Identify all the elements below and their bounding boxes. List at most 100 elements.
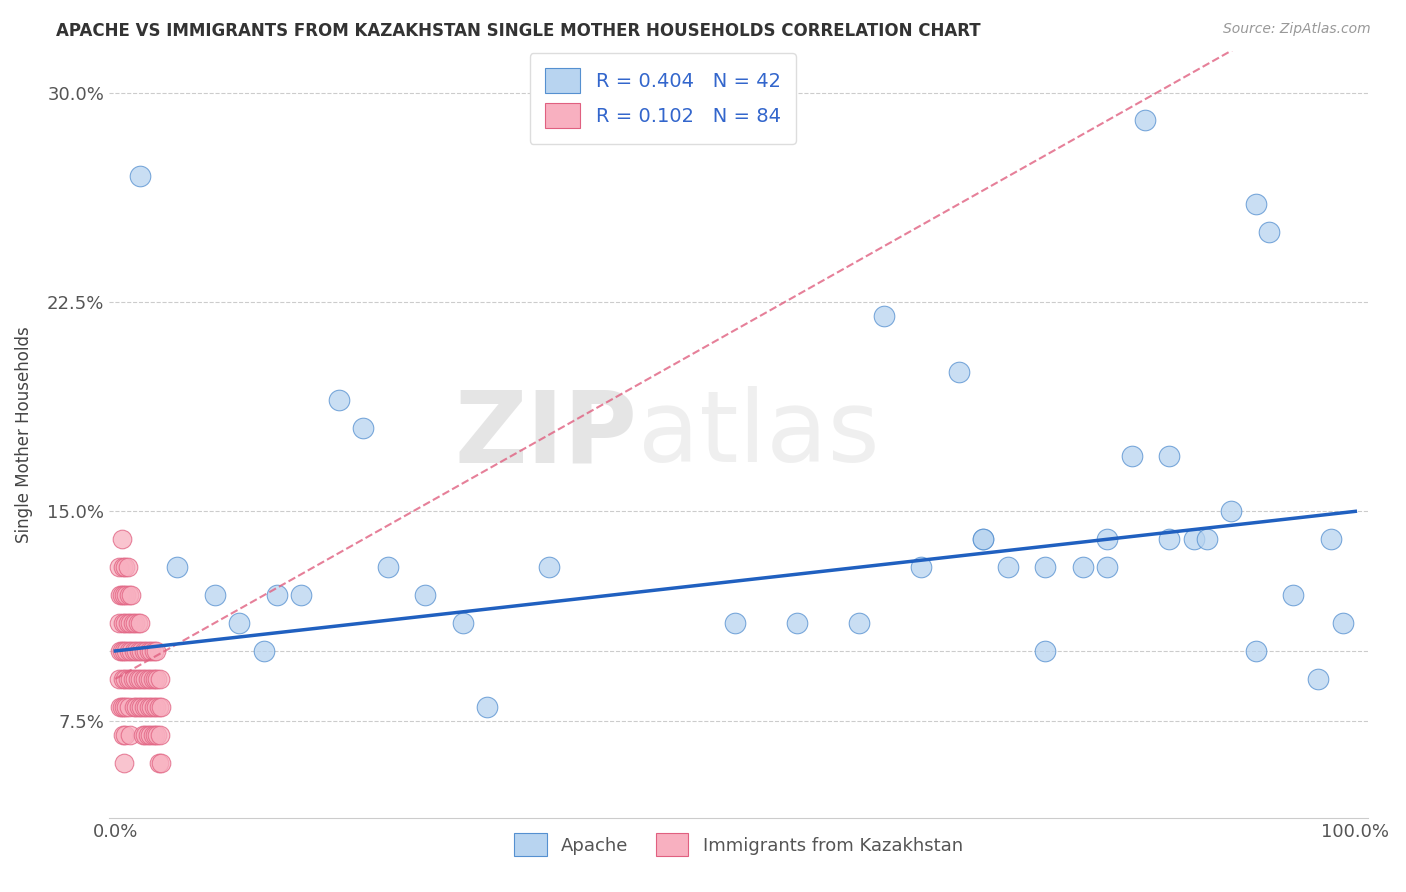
Point xyxy=(724,615,747,630)
Point xyxy=(131,699,153,714)
Point xyxy=(377,560,399,574)
Point xyxy=(141,699,163,714)
Point xyxy=(118,588,141,602)
Point xyxy=(148,699,170,714)
Point xyxy=(127,672,149,686)
Y-axis label: Single Mother Households: Single Mother Households xyxy=(15,326,32,543)
Point xyxy=(111,672,134,686)
Text: Source: ZipAtlas.com: Source: ZipAtlas.com xyxy=(1223,22,1371,37)
Point xyxy=(141,672,163,686)
Point xyxy=(131,644,153,658)
Point xyxy=(120,644,142,658)
Point xyxy=(145,644,167,658)
Point xyxy=(972,533,994,547)
Point xyxy=(112,699,135,714)
Point xyxy=(124,672,146,686)
Point xyxy=(110,588,132,602)
Point xyxy=(1244,644,1267,658)
Point xyxy=(115,644,138,658)
Text: atlas: atlas xyxy=(638,386,879,483)
Point xyxy=(415,588,437,602)
Point xyxy=(117,560,139,574)
Point xyxy=(997,560,1019,574)
Point xyxy=(128,644,150,658)
Point xyxy=(117,672,139,686)
Point xyxy=(972,533,994,547)
Point xyxy=(1121,449,1143,463)
Point xyxy=(1220,504,1243,518)
Point xyxy=(120,728,142,742)
Point xyxy=(110,533,132,547)
Point xyxy=(111,560,134,574)
Point xyxy=(139,728,162,742)
Point xyxy=(150,699,173,714)
Point xyxy=(117,615,139,630)
Point xyxy=(121,672,143,686)
Point xyxy=(112,756,135,770)
Point xyxy=(848,615,870,630)
Point xyxy=(112,644,135,658)
Point xyxy=(149,728,172,742)
Point xyxy=(1159,533,1181,547)
Point xyxy=(142,699,165,714)
Point xyxy=(146,672,169,686)
Point xyxy=(948,365,970,379)
Point xyxy=(1133,113,1156,128)
Point xyxy=(122,699,145,714)
Point xyxy=(129,672,152,686)
Point xyxy=(128,699,150,714)
Point xyxy=(125,699,148,714)
Point xyxy=(139,672,162,686)
Point xyxy=(143,672,166,686)
Point xyxy=(1033,644,1056,658)
Point xyxy=(136,728,159,742)
Point xyxy=(1244,197,1267,211)
Point xyxy=(110,699,132,714)
Point xyxy=(111,728,134,742)
Point xyxy=(110,644,132,658)
Point xyxy=(253,644,276,658)
Point xyxy=(138,699,160,714)
Point xyxy=(135,644,157,658)
Point xyxy=(352,420,374,434)
Point xyxy=(136,672,159,686)
Point xyxy=(115,588,138,602)
Point xyxy=(142,644,165,658)
Point xyxy=(451,615,474,630)
Point xyxy=(132,644,155,658)
Point xyxy=(1331,615,1354,630)
Point xyxy=(131,672,153,686)
Point xyxy=(328,392,350,407)
Point xyxy=(134,672,156,686)
Point xyxy=(108,560,131,574)
Point xyxy=(131,728,153,742)
Point xyxy=(1195,533,1218,547)
Point xyxy=(129,169,152,184)
Point xyxy=(149,672,172,686)
Point xyxy=(114,728,136,742)
Point xyxy=(141,728,163,742)
Point xyxy=(129,615,152,630)
Point xyxy=(108,615,131,630)
Point xyxy=(477,699,499,714)
Point xyxy=(118,699,141,714)
Point xyxy=(1097,533,1119,547)
Point xyxy=(166,560,188,574)
Point xyxy=(228,615,250,630)
Point xyxy=(204,588,226,602)
Point xyxy=(115,699,138,714)
Point xyxy=(121,615,143,630)
Point xyxy=(1257,225,1279,239)
Point xyxy=(1319,533,1341,547)
Point xyxy=(108,672,131,686)
Point xyxy=(114,560,136,574)
Point xyxy=(135,699,157,714)
Point xyxy=(1282,588,1305,602)
Point xyxy=(1033,560,1056,574)
Point xyxy=(143,728,166,742)
Point xyxy=(118,644,141,658)
Point xyxy=(110,644,132,658)
Point xyxy=(873,309,896,323)
Point xyxy=(114,672,136,686)
Point xyxy=(910,560,932,574)
